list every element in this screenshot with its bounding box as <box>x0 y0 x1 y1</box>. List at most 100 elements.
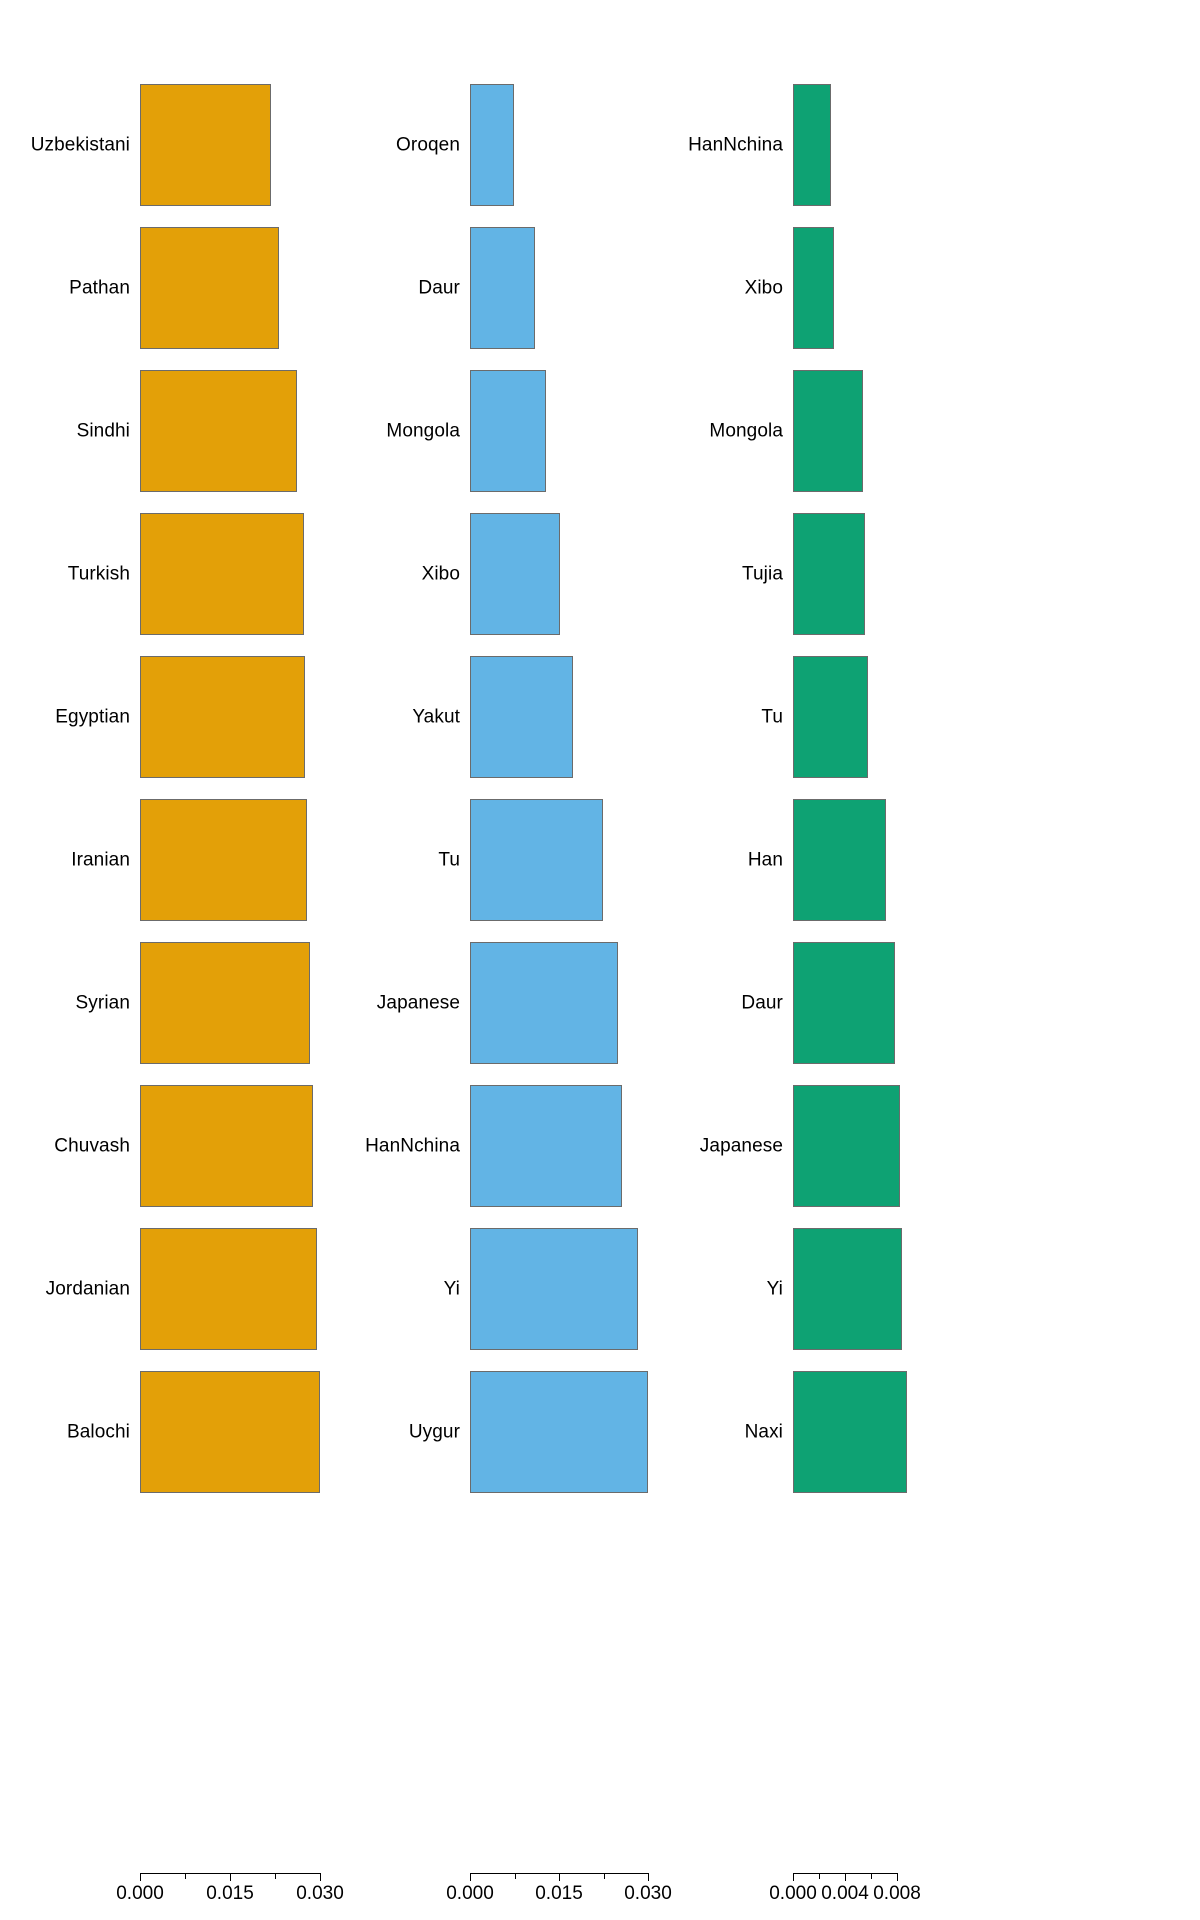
bar-rect <box>793 227 835 349</box>
bar-category-label: Uygur <box>408 1421 460 1443</box>
bar-category-label: Sindhi <box>76 420 130 442</box>
bar-row: Japanese <box>700 1085 1200 1207</box>
bar-row: Sindhi <box>0 370 400 492</box>
bar-category-label: Yakut <box>412 706 460 728</box>
bar-row: Mongola <box>709 370 1200 492</box>
bar-category-label: Japanese <box>376 992 460 1014</box>
bar-category-label: Tu <box>438 849 460 871</box>
axis-tick <box>320 1873 322 1881</box>
bar-row: Yi <box>400 1228 730 1350</box>
bar-rect <box>140 1085 313 1207</box>
bar-row: Daur <box>730 942 1200 1064</box>
axis-tick <box>140 1873 142 1881</box>
axis-tick-label: 0.000 <box>116 1883 164 1904</box>
bar-rect <box>470 942 619 1064</box>
bar-rect <box>470 1228 639 1350</box>
bar-rect <box>793 1371 908 1493</box>
bar-category-label: Daur <box>741 992 783 1014</box>
bar-row: Balochi <box>0 1371 400 1493</box>
bar-row: Oroqen <box>396 84 730 206</box>
bar-rect <box>140 513 304 635</box>
bar-category-label: Tujia <box>742 563 783 585</box>
axis-tick <box>648 1873 650 1881</box>
axis-minor-tick <box>514 1873 516 1879</box>
bar-rect <box>793 84 832 206</box>
bar-category-label: HanNchina <box>365 1135 460 1157</box>
bar-row: Egyptian <box>0 656 400 778</box>
axis-tick-label: 0.015 <box>535 1883 583 1904</box>
panel-2-bars: Oroqen Daur Mongola Xibo Yakut Tu Japanese HanN… <box>365 0 730 1920</box>
bar-row: Mongola <box>386 370 730 492</box>
bar-category-label: Han <box>747 849 783 871</box>
bar-rect <box>793 1085 901 1207</box>
bar-row: HanNchina <box>688 84 1200 206</box>
bar-category-label: Iranian <box>71 849 130 871</box>
bar-row: Tu <box>400 799 730 921</box>
chart-panel-2: Oroqen Daur Mongola Xibo Yakut Tu Japanese HanN… <box>365 0 730 1920</box>
bar-row: Pathan <box>0 227 400 349</box>
bar-category-label: Yi <box>443 1278 460 1300</box>
bar-category-label: Mongola <box>386 420 460 442</box>
bar-row: Yakut <box>400 656 730 778</box>
bar-category-label: Jordanian <box>45 1278 130 1300</box>
axis-tick-label: 0.030 <box>296 1883 344 1904</box>
axis-tick-label: 0.008 <box>873 1883 921 1904</box>
bar-rect <box>140 656 305 778</box>
axis-tick-label: 0.015 <box>206 1883 254 1904</box>
panel-1-x-axis: 0.000 0.015 0.030 <box>0 1873 400 1913</box>
bar-rect <box>470 656 573 778</box>
axis-tick-label: 0.000 <box>446 1883 494 1904</box>
bar-row: Tujia <box>730 513 1200 635</box>
bar-rect <box>140 1371 320 1493</box>
bar-rect <box>470 1085 622 1207</box>
panel-1-bars: Uzbekistani Pathan Sindhi Turkish Egyptian Ir… <box>0 0 400 1920</box>
bar-rect <box>140 799 307 921</box>
axis-tick <box>845 1873 847 1881</box>
bar-category-label: Chuvash <box>54 1135 130 1157</box>
bar-category-label: Oroqen <box>396 134 460 156</box>
axis-minor-tick <box>819 1873 821 1879</box>
bar-row: Chuvash <box>0 1085 400 1207</box>
bar-rect <box>470 513 561 635</box>
bar-row: Turkish <box>0 513 400 635</box>
axis-tick-label: 0.030 <box>624 1883 672 1904</box>
bar-rect <box>793 1228 902 1350</box>
bar-category-label: Balochi <box>66 1421 130 1443</box>
bar-rect <box>793 799 887 921</box>
axis-minor-tick <box>185 1873 187 1879</box>
bar-rect <box>793 370 864 492</box>
bar-category-label: Japanese <box>699 1135 783 1157</box>
bar-row: Yi <box>730 1228 1200 1350</box>
axis-tick <box>230 1873 232 1881</box>
bar-category-label: Tu <box>761 706 783 728</box>
bar-category-label: Egyptian <box>55 706 130 728</box>
bar-row: Daur <box>400 227 730 349</box>
bar-rect <box>470 227 536 349</box>
bar-rect <box>793 656 869 778</box>
axis-tick <box>470 1873 472 1881</box>
axis-tick <box>897 1873 899 1881</box>
bar-category-label: Turkish <box>67 563 130 585</box>
bar-rect <box>140 370 298 492</box>
axis-minor-tick <box>275 1873 277 1879</box>
bar-row: HanNchina <box>365 1085 730 1207</box>
panel-3-bars: HanNchina Xibo Mongola Tujia Tu Han Daur Japane… <box>688 0 1200 1920</box>
bar-rect <box>140 84 272 206</box>
bar-category-label: Uzbekistani <box>30 134 130 156</box>
bar-row: Uygur <box>400 1371 730 1493</box>
bar-category-label: Syrian <box>75 992 130 1014</box>
bar-rect <box>793 513 865 635</box>
bar-category-label: Yi <box>766 1278 783 1300</box>
panel-2-x-axis: 0.000 0.015 0.030 <box>400 1873 730 1913</box>
panel-3-x-axis: 0.000 0.004 0.008 <box>730 1873 1200 1913</box>
bar-category-label: Xibo <box>744 277 783 299</box>
bar-row: Japanese <box>377 942 730 1064</box>
axis-tick-label: 0.004 <box>821 1883 869 1904</box>
bar-row: Naxi <box>730 1371 1200 1493</box>
bar-row: Uzbekistani <box>0 84 400 206</box>
bar-rect <box>470 84 515 206</box>
axis-tick-label: 0.000 <box>769 1883 817 1904</box>
bar-rect <box>470 370 546 492</box>
bar-rect <box>140 1228 317 1350</box>
